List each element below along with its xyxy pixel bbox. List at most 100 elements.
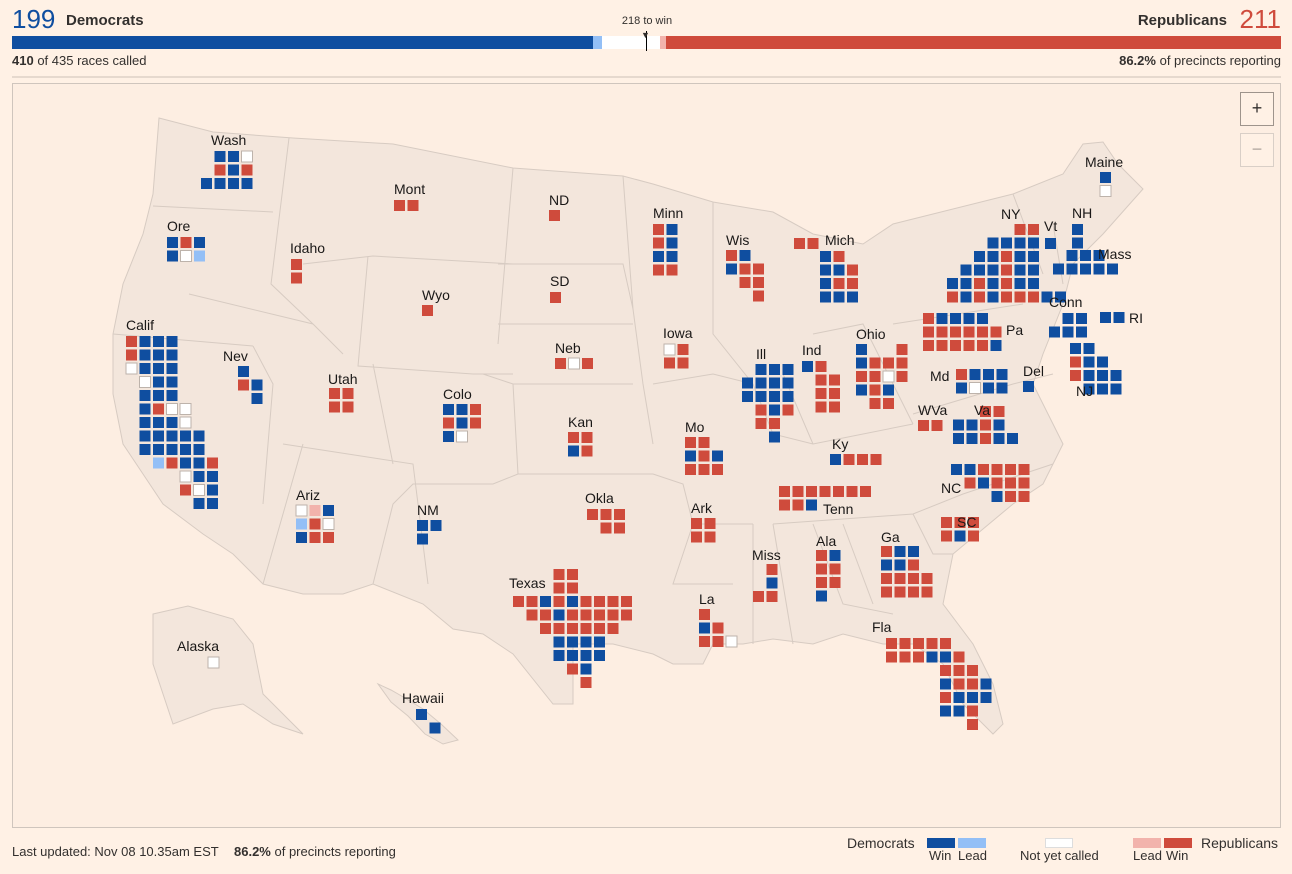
not-called-seat[interactable] [241,150,253,163]
dem-win-seat[interactable] [983,369,994,380]
rep-win-seat[interactable] [342,388,354,399]
state-nm[interactable] [417,520,442,545]
state-wyo[interactable] [422,305,433,316]
rep-win-seat[interactable] [833,486,844,497]
rep-win-seat[interactable] [856,371,867,382]
state-conn[interactable] [1049,313,1087,338]
dem-win-seat[interactable] [947,278,958,289]
dem-win-seat[interactable] [983,382,994,394]
rep-win-seat[interactable] [869,357,881,369]
dem-win-seat[interactable] [251,393,263,404]
dem-win-seat[interactable] [153,376,164,388]
dem-win-seat[interactable] [193,444,205,455]
state-nj[interactable] [1070,343,1122,395]
rep-win-seat[interactable] [967,719,978,730]
dem-win-seat[interactable] [987,278,999,289]
rep-win-seat[interactable] [753,263,764,275]
rep-win-seat[interactable] [908,573,919,584]
rep-win-seat[interactable] [881,586,892,598]
rep-win-seat[interactable] [819,486,831,497]
rep-win-seat[interactable] [1070,356,1081,368]
rep-win-seat[interactable] [1018,491,1030,502]
rep-win-seat[interactable] [990,326,1002,338]
rep-win-seat[interactable] [886,651,897,663]
rep-win-seat[interactable] [1001,251,1012,262]
dem-win-seat[interactable] [960,264,972,276]
state-ala[interactable] [816,550,841,602]
not-called-seat[interactable] [295,504,308,517]
dem-win-seat[interactable] [769,391,780,402]
rep-win-seat[interactable] [869,398,881,409]
dem-win-seat[interactable] [966,433,978,444]
rep-win-seat[interactable] [860,486,871,497]
dem-win-seat[interactable] [1107,263,1118,275]
dem-win-seat[interactable] [417,520,428,531]
not-called-seat[interactable] [207,656,220,669]
rep-win-seat[interactable] [594,609,605,621]
rep-win-seat[interactable] [238,379,249,391]
dem-win-seat[interactable] [1113,312,1125,323]
rep-win-seat[interactable] [883,357,894,369]
state-ind[interactable] [802,361,840,413]
dem-win-seat[interactable] [553,636,565,648]
dem-win-seat[interactable] [193,457,205,469]
rep-win-seat[interactable] [931,420,943,431]
dem-win-seat[interactable] [180,430,191,442]
rep-win-seat[interactable] [894,573,906,584]
rep-win-seat[interactable] [699,636,710,647]
rep-win-seat[interactable] [1070,370,1081,381]
dem-win-seat[interactable] [769,431,780,443]
state-mont[interactable] [394,200,419,211]
dem-win-seat[interactable] [568,445,579,457]
dem-win-seat[interactable] [742,391,753,402]
rep-win-seat[interactable] [806,486,817,497]
dem-win-seat[interactable] [991,491,1003,502]
dem-win-seat[interactable] [1023,381,1034,392]
dem-win-seat[interactable] [1007,433,1018,444]
rep-win-seat[interactable] [755,418,767,429]
dem-win-seat[interactable] [1070,343,1081,354]
state-tenn[interactable] [779,486,871,511]
rep-win-seat[interactable] [921,573,933,584]
rep-win-seat[interactable] [699,609,710,620]
rep-win-seat[interactable] [587,509,598,520]
dem-win-seat[interactable] [666,224,678,235]
dem-win-seat[interactable] [951,464,962,475]
rep-win-seat[interactable] [1001,278,1012,289]
rep-win-seat[interactable] [470,417,481,429]
dem-win-seat[interactable] [1076,313,1087,324]
state-okla[interactable] [587,509,625,534]
rep-win-seat[interactable] [766,564,778,575]
rep-win-seat[interactable] [126,336,137,347]
rep-win-seat[interactable] [580,596,592,607]
state-vt[interactable] [1045,238,1056,249]
dem-win-seat[interactable] [1055,291,1066,303]
dem-win-seat[interactable] [974,251,985,262]
dem-win-seat[interactable] [936,313,948,324]
rep-win-seat[interactable] [567,663,578,675]
dem-win-seat[interactable] [926,651,938,663]
rep-win-seat[interactable] [594,596,605,607]
rep-win-seat[interactable] [815,361,827,372]
dem-win-seat[interactable] [908,546,919,557]
dem-win-seat[interactable] [1041,291,1053,303]
zoom-in-button[interactable]: + [1240,92,1274,126]
rep-win-seat[interactable] [526,596,538,607]
dem-win-seat[interactable] [193,471,205,482]
not-called-seat[interactable] [179,470,192,483]
rep-win-seat[interactable] [923,340,934,351]
rep-win-seat[interactable] [977,340,988,351]
dem-win-seat[interactable] [214,151,226,162]
us-map[interactable]: Wash Ore Calif Nev Idaho Mont Wyo Utah Colo Ariz N… [13,84,1281,828]
dem-win-seat[interactable] [153,336,164,347]
state-wva[interactable] [918,420,943,431]
rep-win-seat[interactable] [329,401,340,413]
rep-win-seat[interactable] [739,263,751,275]
dem-win-seat[interactable] [456,417,468,429]
dem-win-seat[interactable] [847,291,858,303]
dem-win-seat[interactable] [816,590,827,602]
rep-win-seat[interactable] [753,277,764,288]
dem-win-seat[interactable] [833,264,845,276]
dem-win-seat[interactable] [1028,264,1039,276]
dem-win-seat[interactable] [769,404,780,416]
